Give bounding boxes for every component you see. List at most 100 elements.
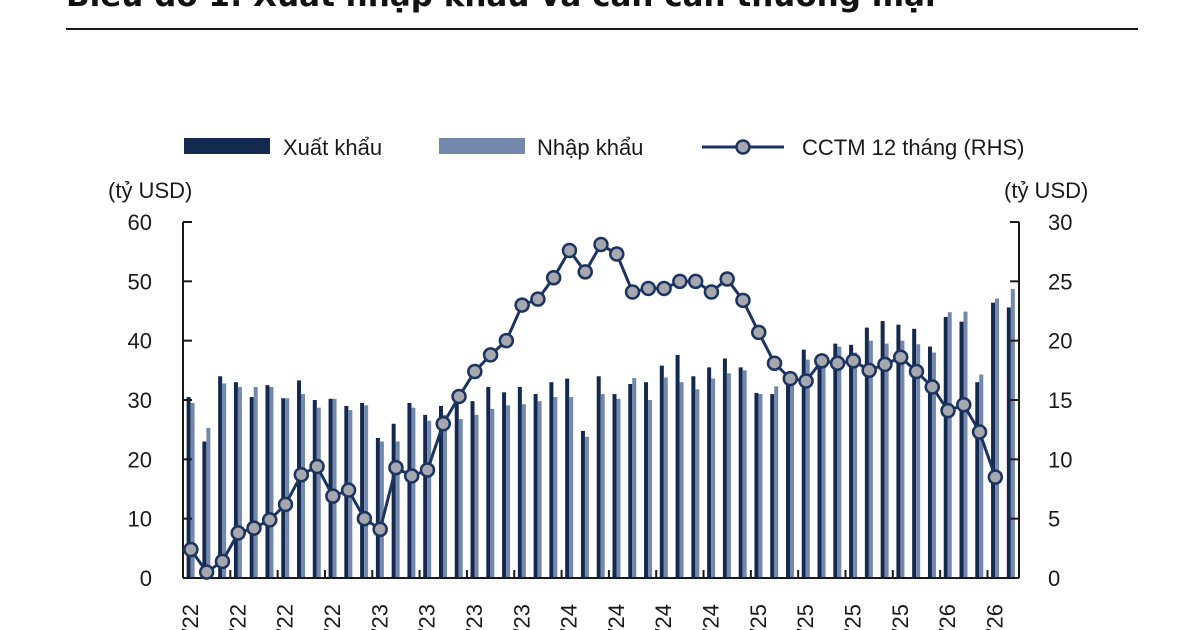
export-bar — [1006, 307, 1011, 578]
balance-point — [530, 291, 546, 307]
import-bar — [537, 401, 542, 578]
x-tick-label: /24 — [604, 604, 629, 630]
export-bar — [565, 378, 570, 578]
balance-point — [277, 496, 294, 513]
balance-point — [309, 458, 325, 475]
legend: Xuất khẩu Nhập khẩu CCTM 12 tháng (RHS) — [184, 135, 1025, 160]
export-bar — [596, 376, 601, 578]
export-bar — [943, 316, 948, 578]
export-bar — [991, 302, 996, 578]
left-axis-unit: (tỷ USD) — [108, 178, 192, 203]
import-bar — [316, 407, 321, 578]
right-tick-label: 5 — [1048, 507, 1060, 532]
left-tick-label: 20 — [128, 447, 152, 472]
legend-label-balance: CCTM 12 tháng (RHS) — [802, 135, 1025, 160]
x-tick-label: /24 — [651, 604, 676, 630]
export-bar — [864, 327, 869, 578]
balance-point — [340, 482, 357, 498]
balance-point — [703, 284, 720, 300]
x-tick-label: /24 — [699, 604, 724, 630]
import-bar — [474, 414, 479, 578]
balance-point — [293, 467, 310, 483]
import-bar — [427, 420, 432, 578]
import-bar — [222, 383, 227, 578]
balance-point — [198, 564, 215, 580]
export-bar — [454, 402, 459, 578]
import-bar — [616, 398, 621, 578]
left-tick-label: 0 — [140, 566, 152, 591]
left-tick-label: 60 — [128, 210, 152, 235]
import-bar — [837, 346, 842, 578]
export-bar — [407, 402, 412, 578]
import-bar — [632, 378, 637, 578]
balance-point — [766, 355, 783, 371]
export-bar — [391, 423, 396, 578]
export-bar — [249, 397, 254, 578]
x-tick-label: /23 — [415, 604, 440, 630]
import-bar — [805, 359, 810, 578]
x-tick-label: /26 — [935, 604, 960, 630]
export-bar — [927, 346, 932, 578]
import-bar — [553, 397, 558, 578]
balance-point — [908, 363, 925, 380]
import-bar — [269, 386, 274, 578]
balance-point — [735, 292, 751, 309]
import-bar — [490, 408, 495, 578]
import-bar — [364, 405, 369, 578]
import-bar — [569, 397, 574, 578]
left-tick-label: 30 — [128, 388, 152, 413]
right-tick-label: 0 — [1048, 566, 1060, 591]
export-bar — [833, 343, 838, 578]
balance-point — [356, 510, 373, 527]
balance-point — [498, 332, 515, 349]
import-bar — [711, 378, 716, 578]
export-bar — [975, 382, 980, 578]
import-bar — [458, 418, 463, 578]
x-tick-label: /25 — [888, 604, 913, 630]
balance-point — [814, 353, 830, 369]
import-bar — [190, 402, 195, 578]
balance-point — [861, 362, 877, 379]
export-bar — [659, 365, 664, 578]
balance-point — [183, 541, 199, 558]
import-bar — [931, 352, 936, 578]
import-bar — [521, 404, 526, 578]
export-bar — [644, 382, 649, 578]
balance-point — [782, 370, 799, 387]
balance-point — [451, 388, 467, 405]
export-bar — [707, 367, 712, 578]
import-bar — [742, 370, 747, 578]
export-bar — [423, 414, 428, 578]
left-tick-label: 10 — [128, 507, 152, 532]
balance-point — [246, 520, 262, 536]
export-bar — [612, 394, 617, 578]
import-bar — [395, 441, 400, 578]
export-bar — [691, 376, 696, 578]
balance-point — [609, 246, 625, 262]
import-bar — [442, 414, 447, 578]
balance-point — [514, 297, 530, 313]
export-bar — [754, 392, 759, 578]
balance-point — [987, 469, 1004, 485]
export-bar — [801, 349, 806, 578]
axes: 0 10 20 30 40 50 60 0 5 10 15 20 25 30/22/22/22/22/23… — [128, 210, 1073, 630]
export-bar — [738, 367, 743, 578]
balance-point — [956, 396, 972, 413]
balance-point — [372, 521, 388, 538]
import-bar — [600, 394, 605, 578]
import-bar — [947, 312, 952, 578]
import-bar — [995, 298, 1000, 578]
import-bar — [726, 373, 731, 578]
export-bar — [375, 437, 380, 578]
balance-point — [561, 242, 578, 259]
export-bar — [549, 382, 554, 578]
balance-point — [214, 553, 231, 570]
balance-point — [656, 280, 672, 297]
chart-title: Biểu đồ 1: Xuất nhập khẩu và cán cân thư… — [66, 0, 936, 14]
export-bar — [218, 376, 223, 578]
import-bar — [789, 382, 794, 578]
export-bar — [360, 402, 365, 578]
legend-label-exports: Xuất khẩu — [283, 135, 382, 160]
export-bar — [502, 392, 507, 578]
